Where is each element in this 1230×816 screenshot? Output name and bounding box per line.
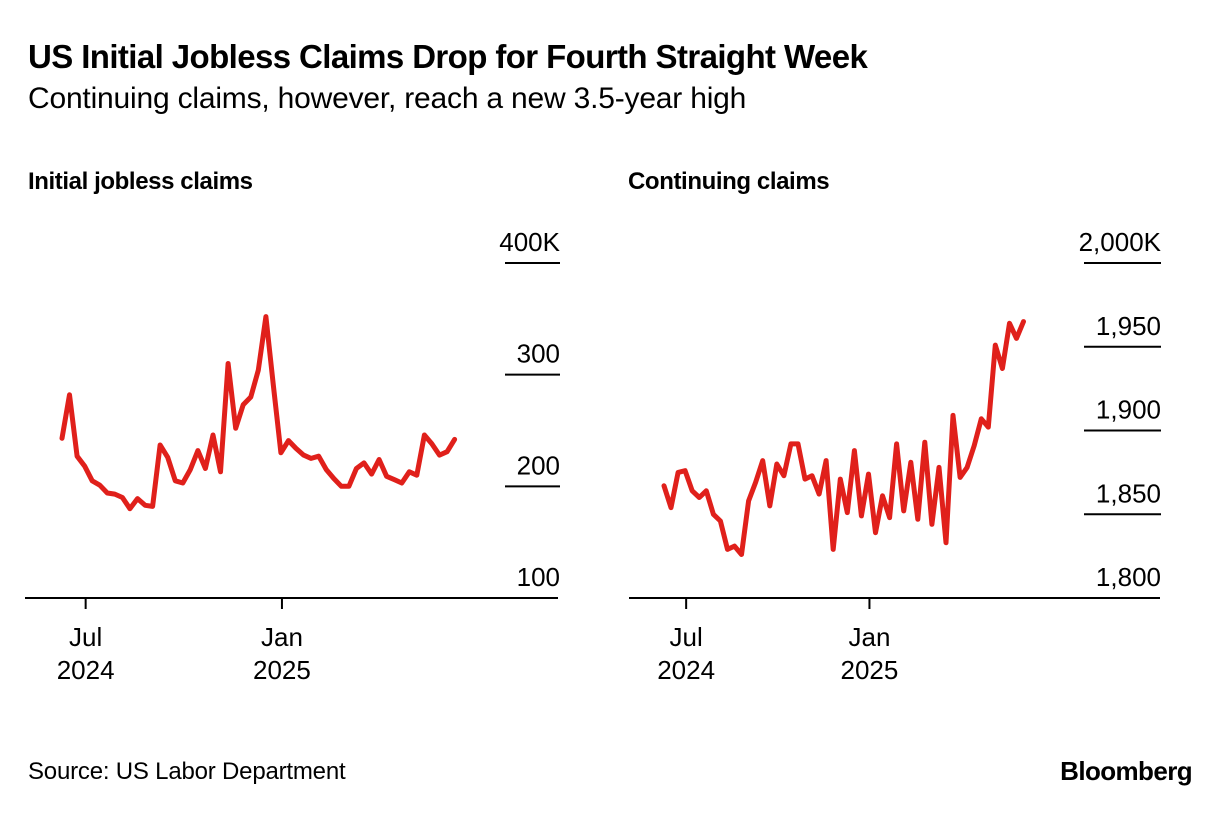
x-tick-label-year: 2025 <box>841 655 899 685</box>
series-line <box>661 319 1026 557</box>
y-tick-label: 1,900 <box>1096 395 1161 425</box>
series-line <box>59 314 458 512</box>
source-note: Source: US Labor Department <box>28 758 346 785</box>
y-tick-label: 100 <box>517 562 560 592</box>
chart-title: US Initial Jobless Claims Drop for Fourt… <box>28 38 868 75</box>
x-tick-label-month: Jul <box>670 622 703 652</box>
panel-title-continuing-claims: Continuing claims <box>628 168 830 195</box>
x-tick-label-month: Jul <box>69 622 102 652</box>
y-tick-label: 300 <box>517 339 560 369</box>
y-tick-label: 2,000K <box>1079 227 1162 257</box>
x-tick-label-month: Jan <box>848 622 890 652</box>
y-tick-label: 1,850 <box>1096 478 1161 508</box>
x-tick-label-year: 2024 <box>657 655 715 685</box>
x-tick-label-month: Jan <box>261 622 303 652</box>
x-tick-label-year: 2025 <box>253 655 311 685</box>
y-tick-label: 400K <box>499 227 560 257</box>
x-tick-label-year: 2024 <box>57 655 115 685</box>
y-tick-label: 200 <box>517 450 560 480</box>
y-tick-label: 1,950 <box>1096 311 1161 341</box>
chart-subtitle: Continuing claims, however, reach a new … <box>28 82 747 115</box>
y-tick-label: 1,800 <box>1096 562 1161 592</box>
bloomberg-logo: Bloomberg <box>1060 756 1192 786</box>
panel-title-initial-claims: Initial jobless claims <box>28 168 253 195</box>
